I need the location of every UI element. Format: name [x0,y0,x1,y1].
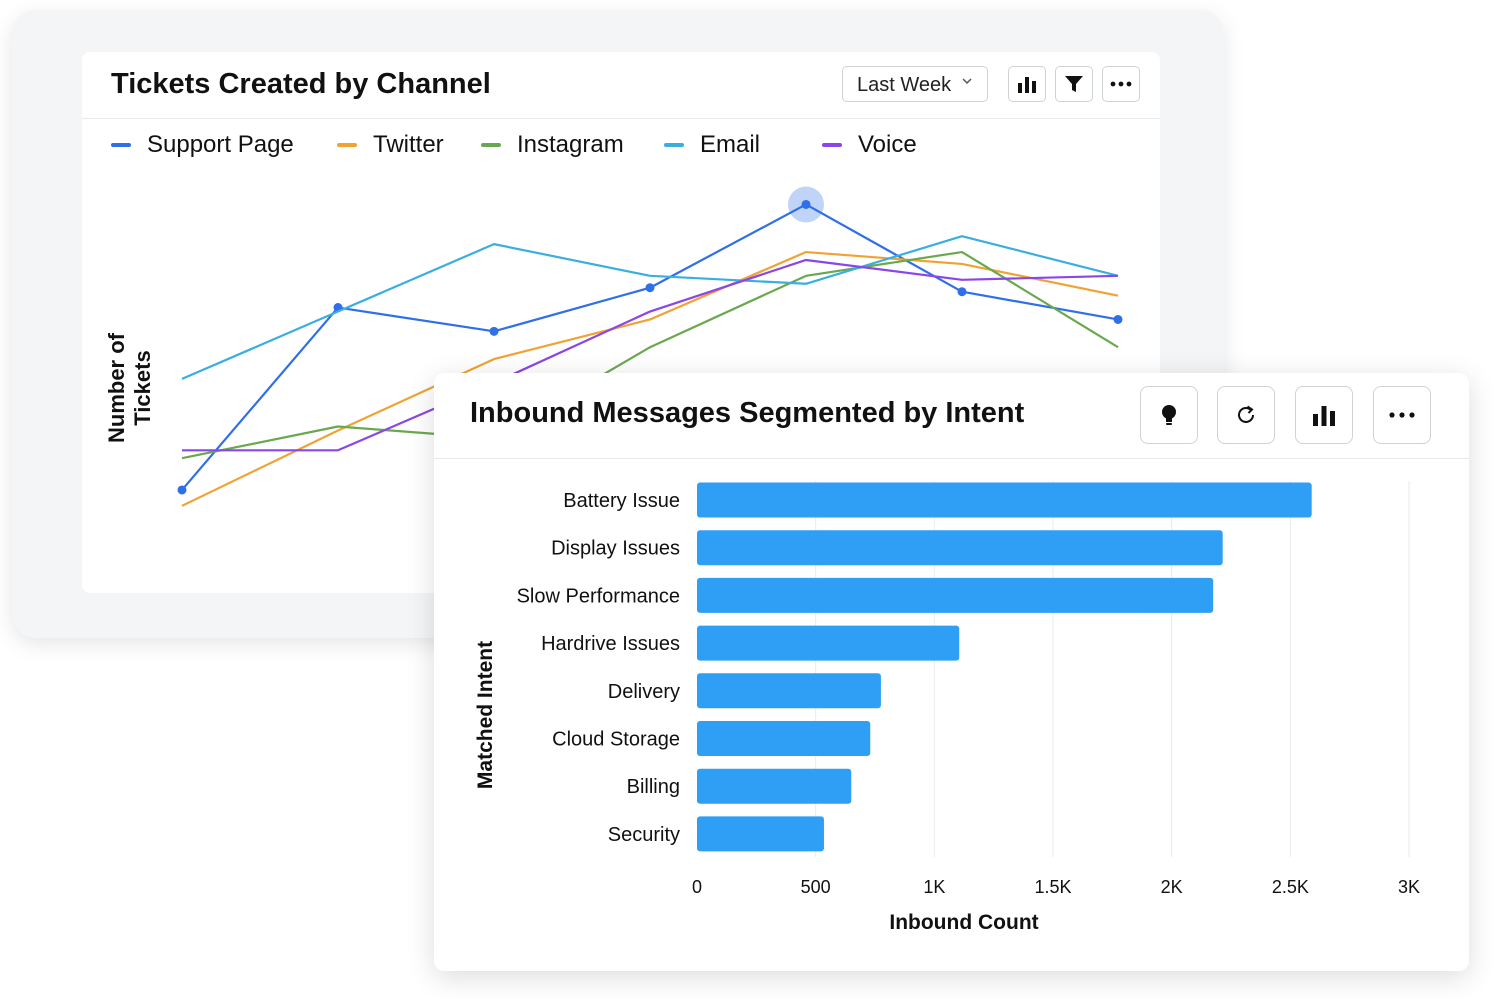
category-label: Cloud Storage [552,729,680,751]
series-line-twitter [181,250,1119,507]
category-label: Display Issues [551,538,680,560]
lightbulb-icon [1162,405,1176,425]
legend-swatch [822,143,842,147]
more-icon [1389,412,1415,418]
bar-slow-performance[interactable] [697,577,1214,613]
legend-label: Twitter [373,131,444,158]
legend-item-instagram[interactable]: Instagram [481,130,624,160]
line-card-title: Tickets Created by Channel [111,68,491,100]
bar-chart-icon [1313,406,1335,426]
more-icon [1110,81,1132,87]
series-line-email [181,235,1119,380]
line-chart-plot [177,186,1123,507]
bar-billing[interactable] [697,768,852,804]
x-tick-label: 2.5K [1272,877,1309,897]
bar-delivery[interactable] [697,673,881,709]
period-dropdown-label: Last Week [857,74,952,96]
series-line-instagram [181,250,1119,460]
x-tick-label: 2K [1161,877,1183,897]
x-tick-label: 1.5K [1034,877,1071,897]
inbound-by-intent-card: Inbound Messages Segmented by Intent Bat… [434,373,1469,971]
legend-swatch [664,143,684,147]
bar-security[interactable] [697,816,824,852]
data-point-support-page[interactable] [645,283,655,293]
line-card-more-button[interactable] [1102,66,1140,102]
legend-label: Email [700,131,761,158]
bar-battery-issue[interactable] [697,482,1312,518]
bar-cloud-storage[interactable] [697,721,871,756]
legend-label: Voice [858,131,917,158]
x-tick-label: 500 [801,877,831,897]
line-card-header: Tickets Created by Channel Last Week [82,52,1160,119]
bar-card-title: Inbound Messages Segmented by Intent [470,397,1025,429]
legend-item-email[interactable]: Email [664,130,760,160]
filter-button[interactable] [1055,66,1093,102]
bar-chart-icon [1018,77,1036,93]
bar-chart-type-button[interactable] [1295,386,1353,444]
legend-swatch [481,143,501,147]
bar-x-axis-label: Inbound Count [889,911,1039,934]
legend-swatch [337,143,357,147]
chart-type-button[interactable] [1008,66,1046,102]
category-label: Billing [627,776,680,798]
category-label: Security [608,824,680,846]
x-tick-label: 1K [923,877,945,897]
bar-y-axis-label: Matched Intent [474,640,497,790]
series-line-voice [182,258,1119,452]
legend-swatch [111,143,131,147]
category-label: Slow Performance [517,585,680,607]
legend-item-support-page[interactable]: Support Page [111,130,294,160]
bar-display-issues[interactable] [697,530,1223,566]
bar-card-header: Inbound Messages Segmented by Intent [434,373,1469,459]
chevron-down-icon [962,78,972,85]
data-point-support-page[interactable] [177,485,187,495]
filter-icon [1065,76,1083,92]
bar-chart-plot: Battery Issue Display Issues Slow Performa… [517,481,1420,897]
legend-item-voice[interactable]: Voice [822,130,917,160]
bar-card-more-button[interactable] [1373,386,1431,444]
data-point-support-page[interactable] [489,326,499,336]
legend-label: Support Page [147,131,294,158]
bar-hardrive-issues[interactable] [697,625,960,661]
legend-label: Instagram [517,131,624,158]
data-point-support-page[interactable] [801,199,811,209]
period-dropdown[interactable]: Last Week [842,66,988,102]
x-tick-label: 3K [1398,877,1420,897]
refresh-button[interactable] [1217,386,1275,444]
refresh-icon [1238,405,1254,423]
insights-button[interactable] [1140,386,1198,444]
data-point-support-page[interactable] [957,287,967,297]
category-label: Delivery [608,681,680,703]
category-label: Hardrive Issues [541,633,680,655]
category-label: Battery Issue [563,490,680,512]
legend-item-twitter[interactable]: Twitter [337,130,444,160]
x-tick-label: 0 [692,877,702,897]
data-point-support-page[interactable] [1113,314,1123,324]
